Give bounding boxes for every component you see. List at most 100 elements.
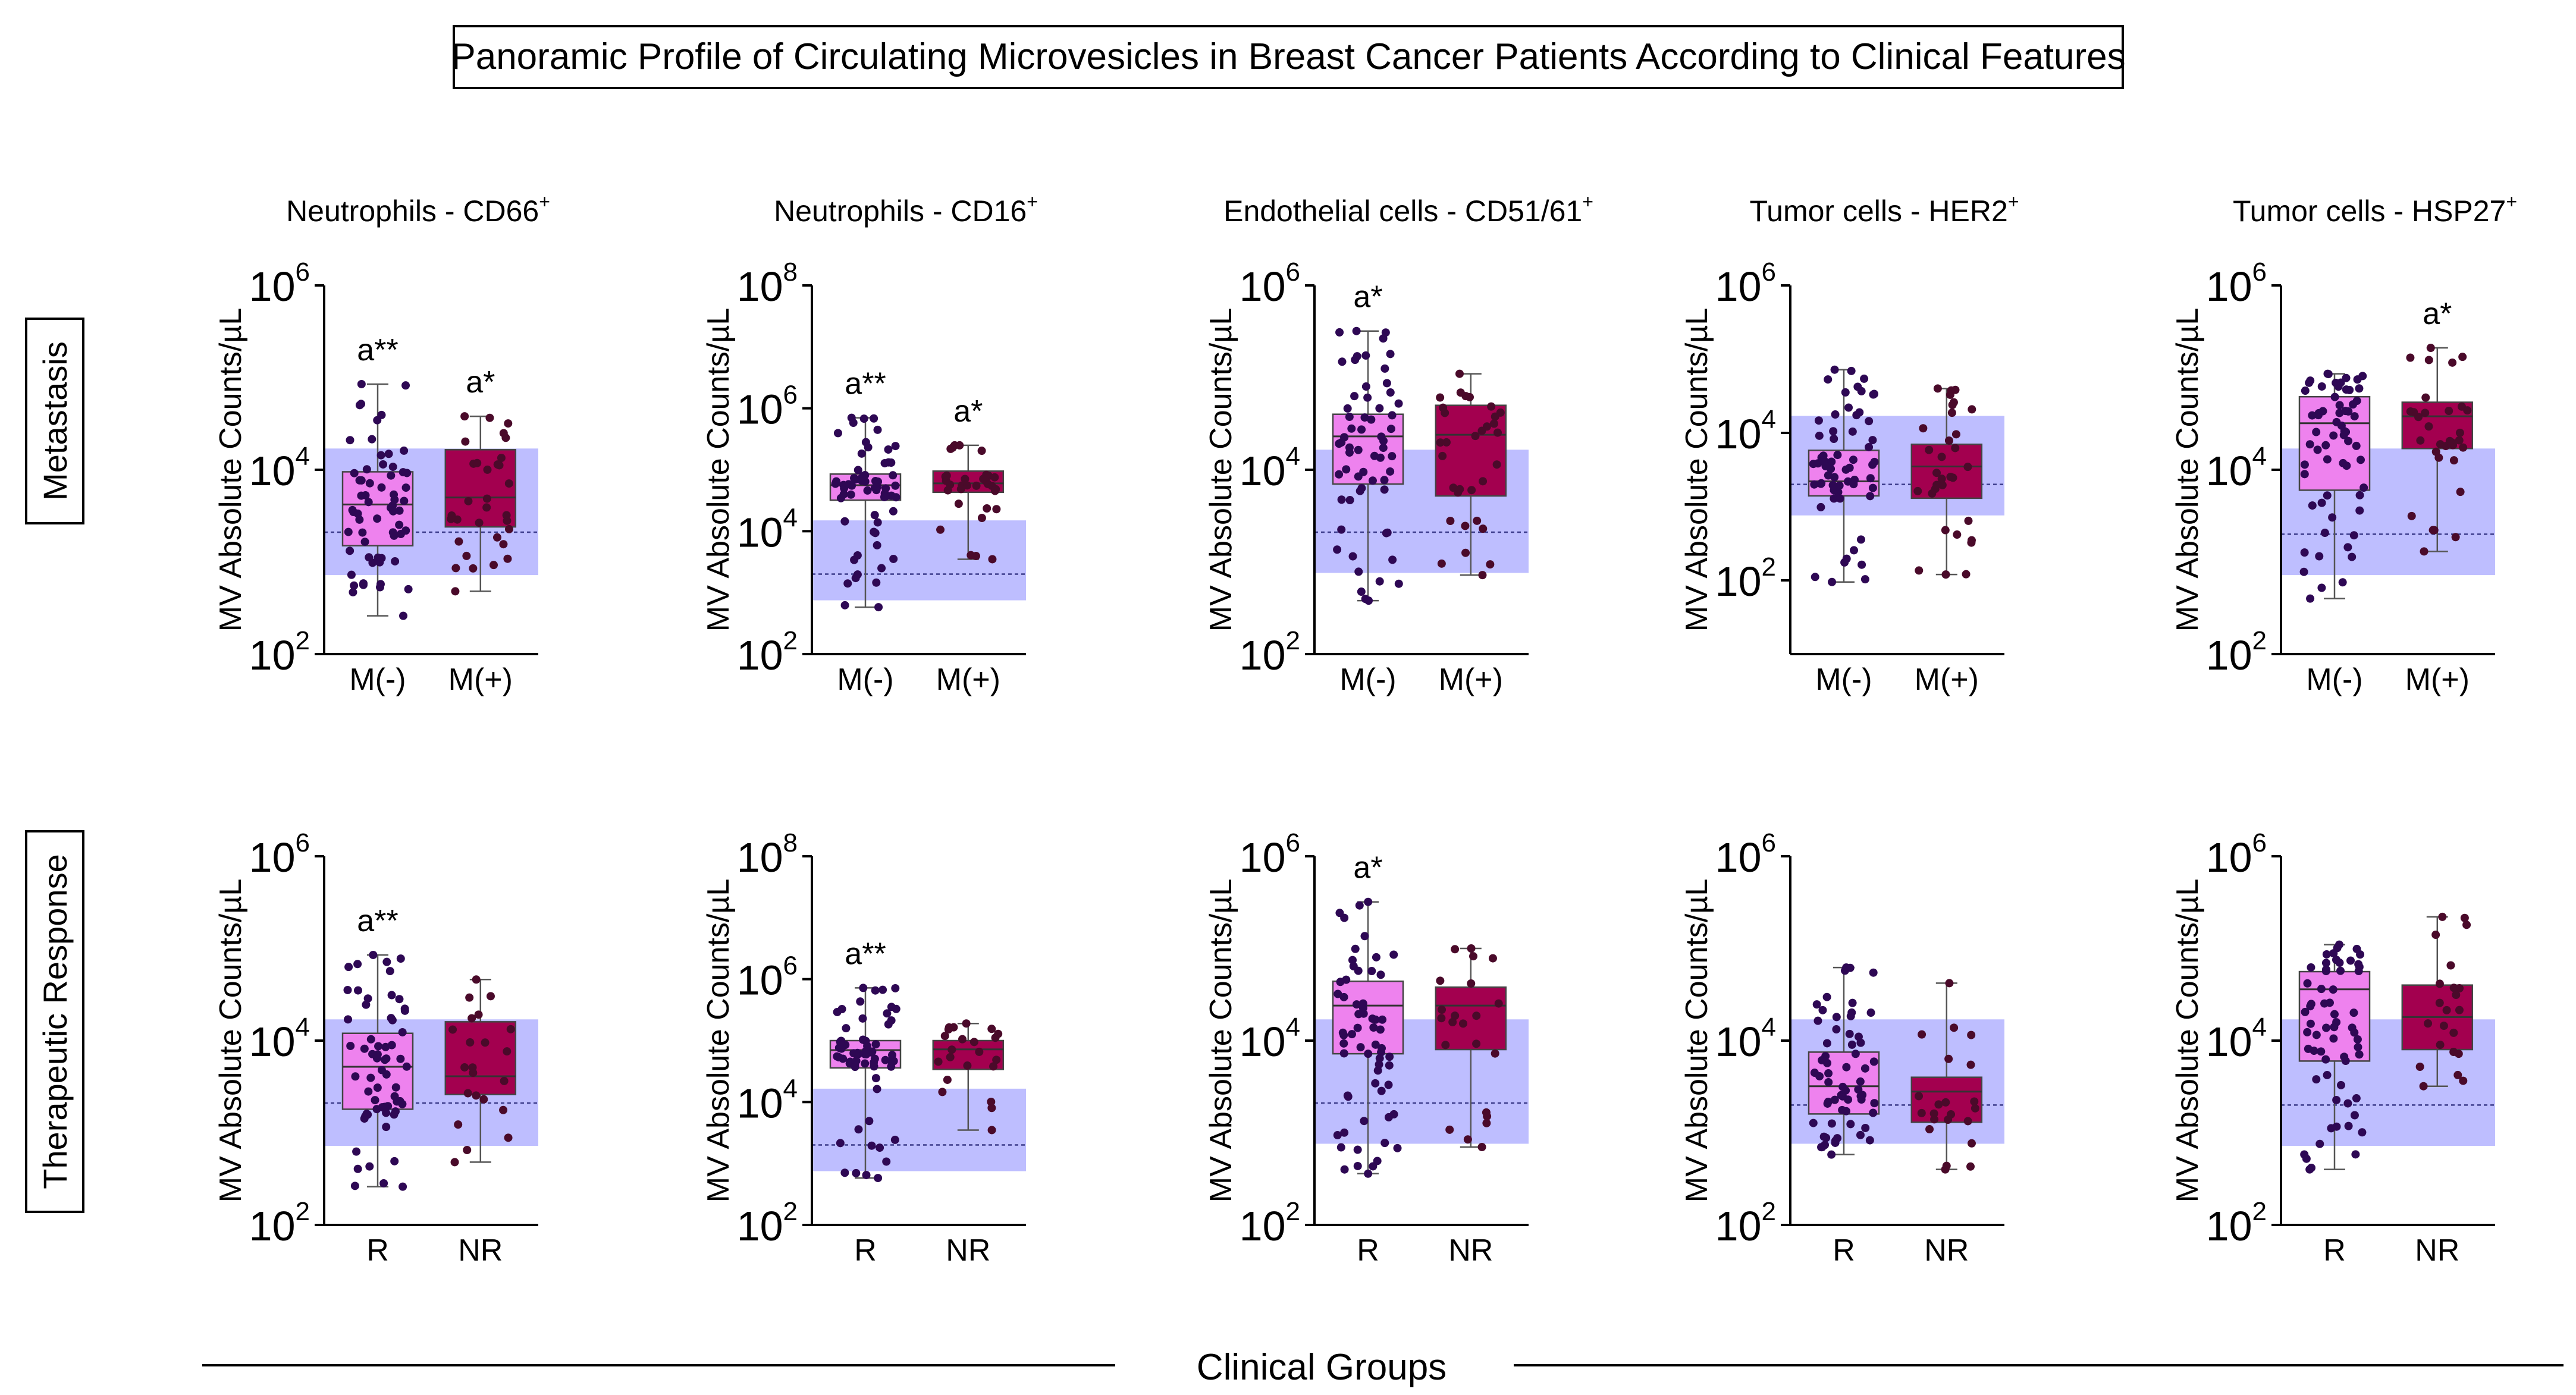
panel-therapeutic-response-2-group1-point [887, 1016, 896, 1025]
figure-title: Panoramic Profile of Circulating Microve… [451, 25, 2126, 89]
panel-metastasis-5-group1-point [2315, 552, 2324, 561]
panel-metastasis-3-group2-point [1479, 477, 1488, 486]
panel-therapeutic-response-3-group1-point [1340, 1165, 1349, 1174]
panel-therapeutic-response-1-group1-point [382, 1054, 391, 1063]
panel-metastasis-3-group2-point [1439, 403, 1448, 412]
panel-metastasis-5-group1-point [2341, 407, 2350, 416]
panel-therapeutic-response-4-group1-point [1846, 1120, 1855, 1129]
panel-metastasis-2-group2-point [943, 486, 952, 495]
panel-therapeutic-response-3-group1-point [1372, 953, 1380, 962]
panel-therapeutic-response-3-group1-point [1368, 1014, 1377, 1023]
panel-therapeutic-response-4-y-tick-exp-4: 4 [1762, 1013, 1776, 1042]
panel-metastasis-5-group1-point [2300, 548, 2309, 557]
panel-metastasis-5-group1-point [2300, 460, 2309, 469]
panel-metastasis-1-group2-point [499, 540, 508, 549]
panel-metastasis-2-group1-point [881, 484, 890, 493]
panel-therapeutic-response-4-group2-point [1944, 1054, 1953, 1063]
panel-therapeutic-response-4-group1-point [1818, 1006, 1827, 1014]
panel-metastasis-5-group2-point [2406, 407, 2415, 416]
panel-therapeutic-response-4-group2-point [1917, 1108, 1926, 1117]
panel-metastasis-5-group2-point [2455, 428, 2464, 437]
panel-metastasis-5-group1-point [2329, 431, 2338, 440]
panel-metastasis-3-group1-point [1386, 467, 1395, 476]
panel-therapeutic-response-2-group1-point [891, 984, 900, 992]
panel-metastasis-5-title-sup: + [2506, 191, 2517, 212]
panel-metastasis-4-group1-point [1821, 461, 1830, 470]
panel-therapeutic-response-3-y-tick-label-4: 104 [1240, 1013, 1300, 1065]
panel-therapeutic-response-3-group1-point [1342, 975, 1351, 984]
panel-therapeutic-response-2-group1-point [840, 1168, 849, 1177]
panel-metastasis-2-group1-point [884, 445, 893, 454]
panel-metastasis-2-group1-point [853, 570, 862, 579]
panel-therapeutic-response-3-group1-point [1339, 992, 1348, 1001]
panel-therapeutic-response-5-group1-point [2330, 1010, 2339, 1019]
panel-therapeutic-response-2-group1-point [852, 1057, 861, 1066]
panel-metastasis-2-title: Neutrophils - CD16+ [774, 191, 1038, 228]
panel-therapeutic-response-1-group1-point [399, 1182, 407, 1191]
panel-metastasis-1-group1-significance: a** [357, 333, 398, 367]
panel-metastasis-1-group1-point [365, 479, 374, 488]
panel-metastasis-4-group2-point [1962, 570, 1971, 579]
panel-therapeutic-response-1-group2-point [503, 1047, 512, 1056]
panel-metastasis-1-group1-point [401, 381, 410, 390]
panel-therapeutic-response-3-group1-point [1389, 950, 1398, 959]
panel-therapeutic-response-4-group1-category-label: R [1833, 1233, 1855, 1268]
panel-therapeutic-response-4-group1-point [1854, 1085, 1863, 1094]
panel-metastasis-1-group2-point [473, 458, 482, 467]
panel-metastasis-4-group2-point [1919, 424, 1928, 433]
panel-metastasis-5-group1-point [2330, 392, 2339, 401]
panel-therapeutic-response-4-group1-point [1856, 1077, 1865, 1086]
panel-therapeutic-response-3-group2-point [1491, 1049, 1499, 1058]
panel-therapeutic-response-5-group1-point [2321, 1055, 2330, 1064]
panel-therapeutic-response-3-group1-point [1376, 970, 1385, 979]
panel-metastasis-4-group1-point [1828, 480, 1837, 489]
x-axis-title: Clinical Groups [202, 1347, 2564, 1388]
panel-metastasis-2-group2-significance: a* [953, 394, 983, 429]
panel-therapeutic-response-2-y-tick-exp-8: 8 [783, 828, 798, 857]
panel-therapeutic-response-2-group1-point [881, 1055, 890, 1064]
panel-metastasis-2-group1-point [870, 414, 878, 423]
panel-metastasis-3-y-tick-exp-6: 6 [1286, 257, 1300, 287]
panel-therapeutic-response-2-group1-point [842, 1024, 851, 1033]
panel-metastasis-3-group2-point [1461, 521, 1470, 530]
panel-therapeutic-response-2-group1-point [863, 1042, 872, 1051]
panel-therapeutic-response-5-y-tick-label-4: 104 [2206, 1013, 2267, 1065]
panel-therapeutic-response-1-y-tick-exp-6: 6 [296, 828, 310, 857]
panel-metastasis-3-group1-point [1394, 399, 1403, 408]
panel-metastasis-5-y-tick-label-2: 102 [2206, 626, 2267, 678]
panel-metastasis-1-group2-point [451, 587, 460, 596]
panel-therapeutic-response-1-group2-point [454, 1120, 463, 1129]
panel-metastasis-3-group1-point [1350, 392, 1359, 401]
panel-therapeutic-response-2-group1-category-label: R [854, 1233, 877, 1268]
panel-metastasis-3-group2-point [1438, 451, 1447, 460]
panel-therapeutic-response-5-group2-point [2452, 991, 2461, 1000]
panel-metastasis-2-group2-point [967, 551, 975, 560]
panel-therapeutic-response-2-group2-point [963, 1061, 972, 1070]
panel-metastasis-4-group1-point [1841, 388, 1850, 397]
panel-metastasis-5-group1-point [2336, 378, 2345, 387]
panel-therapeutic-response-2-group2-point [940, 1032, 949, 1041]
panel-metastasis-3-group1-point [1380, 364, 1389, 373]
panel-metastasis-1-group1-point [399, 611, 408, 620]
panel-metastasis-1-y-axis-label: MV Absolute Counts/µL [214, 308, 248, 631]
panel-metastasis-5-group1-point [2308, 501, 2317, 510]
panel-metastasis-3-y-tick-exp-4: 4 [1286, 442, 1300, 471]
panel-therapeutic-response-1-group1-point [362, 1000, 371, 1009]
panel-metastasis-4-group2-point [1937, 453, 1946, 461]
panel-metastasis-3-group2-point [1487, 402, 1496, 411]
panel-therapeutic-response-1-group1-point [366, 1035, 375, 1044]
panel-therapeutic-response-3-y-tick-label-6: 106 [1240, 828, 1300, 881]
panel-metastasis-4-group1-point [1860, 575, 1869, 584]
panel-metastasis-3-group1-point [1357, 425, 1366, 434]
panel-therapeutic-response-5-y-tick-exp-2: 2 [2252, 1197, 2267, 1226]
panel-metastasis-1-y-tick-label-6: 106 [249, 257, 310, 310]
panel-metastasis-1-group2-point [503, 516, 512, 525]
panel-therapeutic-response-5-group1-point [2346, 956, 2355, 965]
row-label-therapeutic-response-text: Therapeutic Response [36, 854, 74, 1189]
panel-metastasis-4-group1-point [1849, 480, 1858, 489]
panel-metastasis-2-group1-point [880, 458, 889, 467]
panel-therapeutic-response-3-y-tick-exp-2: 2 [1286, 1197, 1300, 1226]
panel-metastasis-1-group1-point [401, 526, 410, 535]
panel-metastasis-1-group1-point [373, 514, 382, 523]
panel-metastasis-1-group1-point [357, 476, 366, 485]
